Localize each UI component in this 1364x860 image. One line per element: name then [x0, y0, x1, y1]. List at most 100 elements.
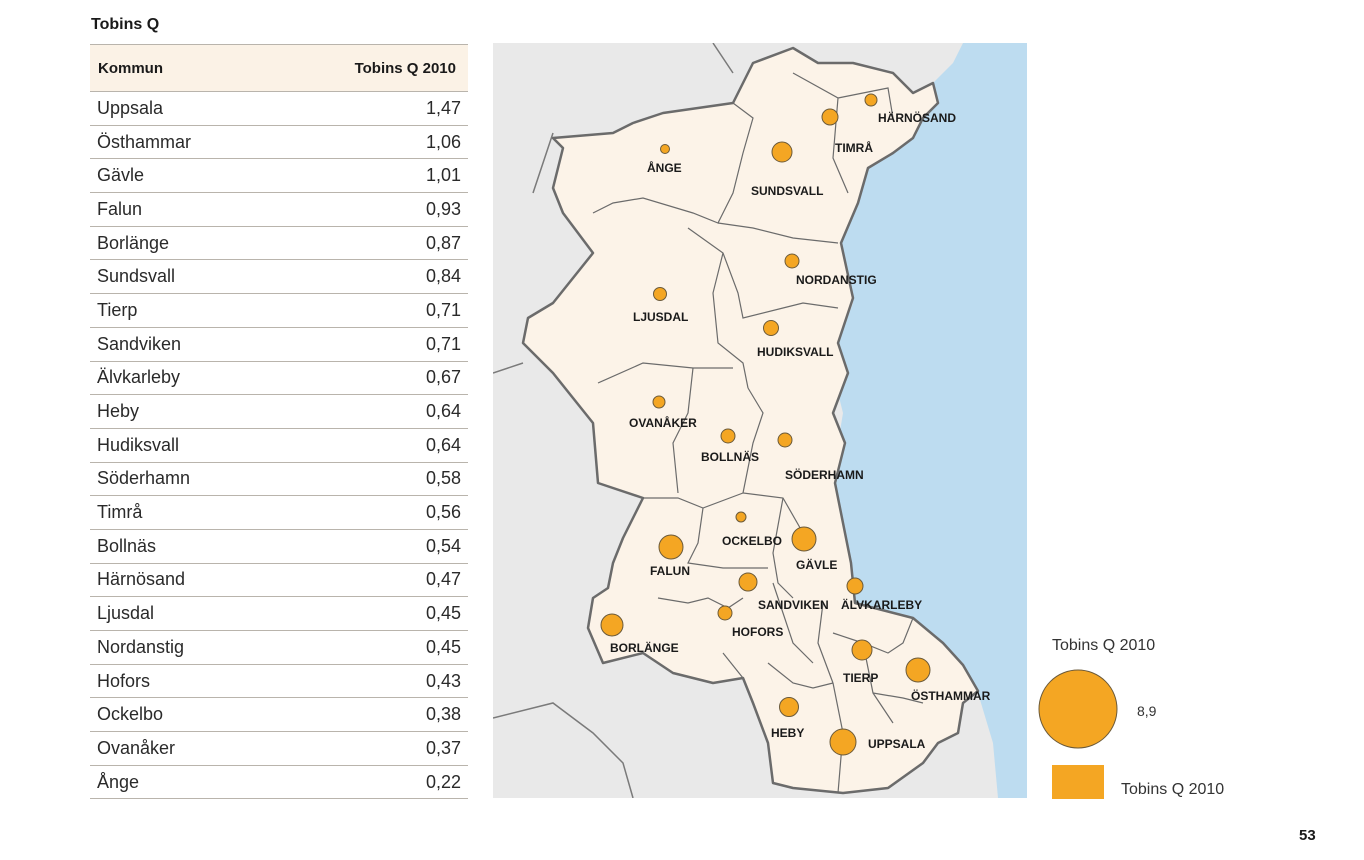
label-sandviken: SANDVIKEN	[758, 598, 829, 612]
tobins-q-value: 0,54	[425, 535, 461, 556]
label-falun: FALUN	[650, 564, 690, 578]
label-tierp: TIERP	[843, 671, 878, 685]
label-ljusdal: LJUSDAL	[633, 310, 688, 324]
tobins-q-value: 0,45	[425, 636, 461, 657]
tobins-q-value: 0,64	[425, 434, 461, 455]
marker-sundsvall	[771, 141, 793, 163]
tobins-q-value: 0,87	[425, 232, 461, 253]
marker-ovanaker	[652, 395, 666, 409]
tobins-q-value: 0,22	[425, 771, 461, 792]
tobins-q-value: 1,01	[425, 165, 461, 186]
marker-falun	[658, 534, 684, 560]
legend-title: Tobins Q 2010	[1052, 637, 1156, 654]
kommun-name: Söderhamn	[97, 468, 191, 489]
label-borlange: BORLÄNGE	[610, 640, 679, 655]
label-osthammar: ÖSTHAMMAR	[911, 688, 991, 703]
kommun-name: Älvkarleby	[97, 367, 181, 388]
page-title: Tobins Q	[91, 16, 160, 33]
label-ovanaker: OVANÅKER	[629, 415, 697, 430]
marker-ange	[660, 144, 670, 154]
table-row: Söderhamn 0,58	[90, 463, 468, 497]
label-harnosand: HÄRNÖSAND	[878, 110, 956, 125]
tobins-q-value: 0,43	[425, 670, 461, 691]
label-hofors: HOFORS	[732, 625, 783, 639]
table-row: Borlänge 0,87	[90, 227, 468, 261]
label-sundsvall: SUNDSVALL	[751, 184, 823, 198]
table-row: Ovanåker 0,37	[90, 732, 468, 766]
kommun-name: Ljusdal	[97, 603, 155, 624]
table-row: Uppsala 1,47	[90, 92, 468, 126]
kommun-name: Sandviken	[97, 333, 182, 354]
marker-heby	[779, 697, 799, 717]
marker-alvkarleby	[846, 577, 864, 595]
kommun-name: Ånge	[97, 771, 140, 792]
tobins-q-value: 0,64	[425, 401, 461, 422]
marker-bollnas	[720, 428, 736, 444]
header-tobins-q: Tobins Q 2010	[354, 59, 456, 77]
table-row: Östhammar 1,06	[90, 126, 468, 160]
kommun-name: Heby	[97, 401, 140, 422]
table-header: Kommun Tobins Q 2010	[90, 45, 468, 92]
page-number: 53	[1299, 827, 1316, 844]
kommun-name: Sundsvall	[97, 266, 176, 287]
marker-ockelbo	[735, 511, 747, 523]
tobins-q-value: 0,58	[425, 468, 461, 489]
kommun-name: Bollnäs	[97, 535, 157, 556]
label-bollnas: BOLLNÄS	[701, 449, 759, 464]
legend-circle-icon	[1038, 669, 1118, 749]
municipality-borders	[592, 72, 924, 794]
kommun-name: Hofors	[97, 670, 151, 691]
kommun-name: Gävle	[97, 165, 145, 186]
marker-timra	[821, 108, 839, 126]
kommun-name: Ockelbo	[97, 704, 164, 725]
tobins-q-value: 0,71	[425, 299, 461, 320]
marker-hudiksvall	[763, 320, 779, 336]
kommun-name: Tierp	[97, 299, 138, 320]
tobins-q-value: 1,06	[425, 131, 461, 152]
tobins-q-value: 0,71	[425, 333, 461, 354]
tobins-q-value: 1,47	[425, 97, 461, 118]
table-row: Falun 0,93	[90, 193, 468, 227]
table-row: Ockelbo 0,38	[90, 698, 468, 733]
label-timra: TIMRÅ	[835, 140, 873, 155]
header-kommun: Kommun	[98, 59, 163, 77]
marker-nordanstig	[784, 253, 800, 269]
label-ange: ÅNGE	[647, 160, 682, 175]
tobins-q-markers	[600, 93, 931, 756]
legend-max-value: 8,9	[1137, 703, 1157, 719]
table-row: Hofors 0,43	[90, 665, 468, 699]
marker-soderhamn	[777, 432, 793, 448]
table-row: Timrå 0,56	[90, 496, 468, 530]
table-body: Uppsala 1,47 Östhammar 1,06 Gävle 1,01 Falun 0,…	[90, 92, 468, 800]
marker-sandviken	[738, 572, 758, 592]
marker-tierp	[851, 639, 873, 661]
region-map: HÄRNÖSAND TIMRÅ ÅNGE SUNDSVALL NORDANSTI…	[493, 43, 1027, 798]
label-alvkarleby: ÄLVKARLEBY	[841, 597, 922, 612]
tobins-q-value: 0,84	[425, 266, 461, 287]
legend-square-icon	[1052, 765, 1104, 799]
marker-gavle	[791, 526, 817, 552]
label-nordanstig: NORDANSTIG	[796, 273, 877, 287]
tobins-q-value: 0,45	[425, 603, 461, 624]
table-row: Ånge 0,22	[90, 766, 468, 800]
marker-borlange	[600, 613, 624, 637]
table-row: Hudiksvall 0,64	[90, 429, 468, 463]
marker-osthammar	[905, 657, 931, 683]
kommun-name: Borlänge	[97, 232, 170, 253]
outer-border-lines	[493, 43, 734, 798]
label-heby: HEBY	[771, 726, 804, 740]
label-ockelbo: OCKELBO	[722, 534, 782, 548]
tobins-q-value: 0,47	[425, 569, 461, 590]
kommun-name: Ovanåker	[97, 737, 176, 758]
legend-square-label: Tobins Q 2010	[1121, 781, 1225, 798]
table-row: Älvkarleby 0,67	[90, 362, 468, 396]
table-row: Gävle 1,01	[90, 159, 468, 194]
table-row: Sundsvall 0,84	[90, 260, 468, 295]
label-gavle: GÄVLE	[796, 557, 837, 572]
tobins-q-value: 0,38	[425, 704, 461, 725]
table-row: Sandviken 0,71	[90, 328, 468, 362]
marker-harnosand	[864, 93, 878, 107]
municipality-labels: HÄRNÖSAND TIMRÅ ÅNGE SUNDSVALL NORDANSTI…	[610, 110, 991, 751]
kommun-name: Nordanstig	[97, 636, 185, 657]
marker-hofors	[717, 605, 733, 621]
